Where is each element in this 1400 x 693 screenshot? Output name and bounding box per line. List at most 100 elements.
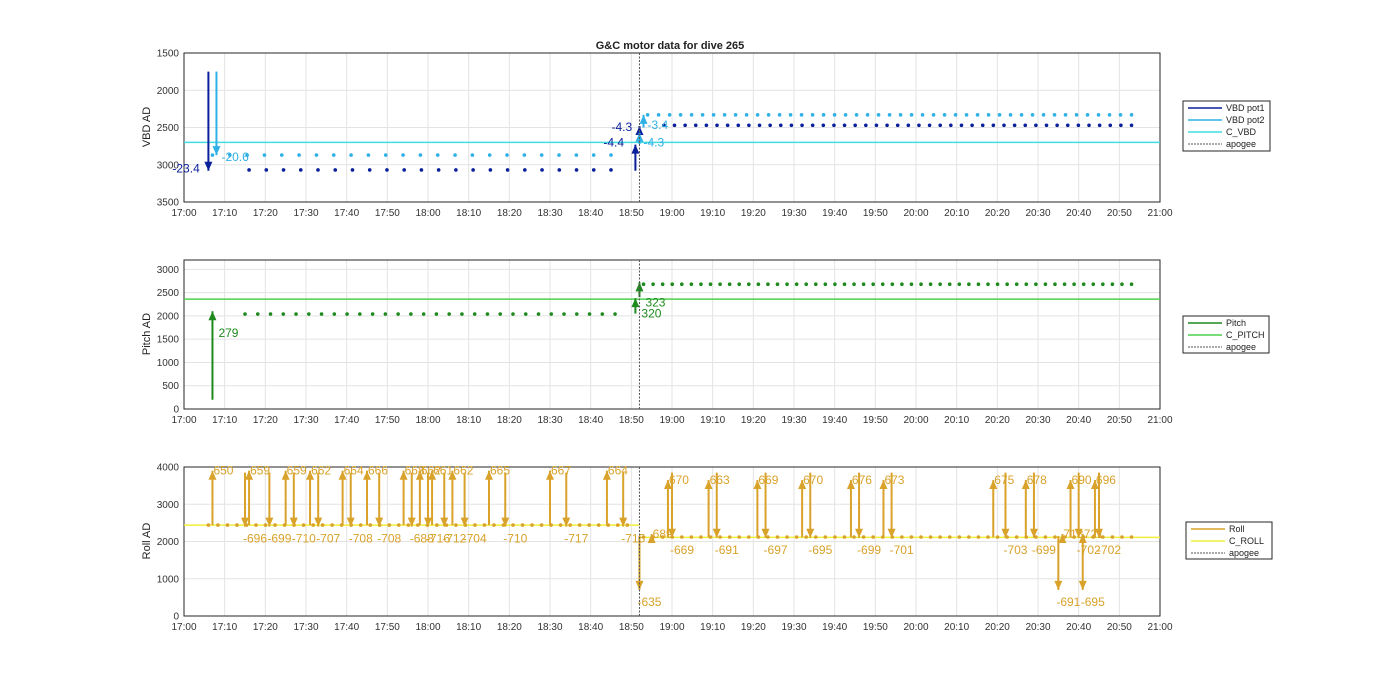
x-tick-label: 19:20 [741, 208, 766, 219]
roll-point [254, 523, 258, 527]
vbd-pot2-point [667, 113, 672, 117]
vbd-pot2-point [574, 153, 579, 157]
y-tick-label: 1000 [157, 574, 180, 585]
vbd-pot2-point [700, 113, 705, 117]
roll-arrow-up-head [1090, 480, 1099, 490]
roll-arrow-down-head [460, 517, 469, 527]
roll-up-label: 659 [250, 464, 270, 478]
roll-point [727, 535, 732, 539]
vbd-pot1-point [778, 123, 783, 128]
vbd-arrow-label: -4.3 [611, 120, 632, 134]
pitch-point [498, 312, 503, 316]
roll-arrow-up-head [485, 470, 493, 480]
pitch-point [880, 282, 885, 287]
x-tick-label: 19:40 [822, 622, 847, 633]
vbd-pot2-point [656, 113, 661, 117]
vbd-pot2-point [810, 113, 815, 117]
pitch-point [871, 282, 875, 287]
pitch-point [1129, 282, 1134, 287]
vbd-pot2-point [975, 113, 980, 117]
vbd-pot1-point [736, 123, 741, 128]
vbd-pot2-point [788, 113, 793, 117]
roll-up-label: 678 [1027, 473, 1047, 487]
vbd-pot2-point [505, 153, 509, 157]
pitch-point [651, 282, 655, 287]
vbd-pot1-point [350, 168, 355, 172]
pitch-point [938, 282, 942, 287]
vbd-pot2-point [755, 113, 760, 117]
vbd-pot1-point [959, 123, 964, 128]
vbd-pot1-point [1076, 123, 1081, 128]
roll-point [444, 523, 449, 527]
pitch-point [890, 282, 895, 287]
vbd-pot1-point [810, 123, 815, 128]
axes-frame [183, 259, 1161, 410]
roll-point [216, 523, 220, 527]
vbd-pot1-point [454, 168, 458, 172]
roll-arrow-up-head [306, 470, 315, 480]
x-tick-label: 19:20 [741, 415, 766, 426]
x-tick-label: 20:20 [985, 208, 1010, 219]
roll-arrow-up-head [798, 480, 807, 490]
roll-point [311, 523, 315, 527]
pitch-point [358, 312, 362, 316]
vbd-pot2-point [722, 113, 727, 117]
x-tick-label: 19:30 [781, 622, 806, 633]
x-tick-label: 19:00 [659, 415, 684, 426]
roll-point [1014, 535, 1019, 539]
pitch-point [1014, 282, 1019, 287]
roll-point [301, 523, 306, 527]
roll-down-label: -708 [377, 532, 401, 546]
roll-arrow-up-head [663, 480, 672, 490]
pitch-point [756, 282, 761, 287]
roll-point [368, 523, 373, 527]
roll-point [842, 535, 847, 539]
vbd-pot2-point [522, 153, 527, 157]
roll-up-label: 670 [669, 473, 689, 487]
roll-arrow-down-head [440, 517, 449, 527]
pitch-point [699, 282, 703, 287]
vbd-pot1-point [927, 123, 932, 128]
pitch-arrow-label: 323 [645, 295, 665, 309]
roll-arrow-down-head [562, 517, 571, 527]
roll-up-label: 690 [1072, 473, 1092, 487]
pitch-point [396, 312, 400, 316]
vbd-arrow-label: -4.3 [643, 136, 664, 150]
pitch-point [928, 282, 933, 287]
vbd-pot2-point [876, 113, 881, 117]
x-tick-label: 19:40 [822, 208, 847, 219]
pitch-point [794, 282, 799, 287]
x-tick-label: 20:30 [1025, 415, 1050, 426]
pitch-point [434, 312, 439, 316]
roll-arrow-up-head [415, 470, 424, 480]
roll-arrow-down-head [1074, 528, 1083, 538]
roll-point [995, 535, 1000, 539]
y-tick-label: 2000 [157, 537, 180, 548]
vbd-arrow-head [204, 161, 213, 171]
roll-arrow-down-head [1078, 580, 1087, 590]
legend-c-vbd: C_VBD [1226, 127, 1257, 137]
roll-point [909, 535, 914, 539]
roll-arrow-down-head [375, 517, 384, 527]
roll-point [520, 523, 525, 527]
vbd-pot2-point [887, 113, 892, 117]
vbd-pot2-point [487, 153, 492, 157]
x-tick-label: 18:50 [619, 208, 644, 219]
roll-point [823, 535, 828, 539]
roll-arrow-down-head [241, 517, 249, 527]
x-tick-label: 20:20 [985, 415, 1010, 426]
roll-point [813, 535, 818, 539]
roll-point [225, 523, 230, 527]
vbd-pot1-point [609, 168, 613, 172]
x-tick-label: 19:50 [863, 208, 888, 219]
x-tick-label: 17:00 [171, 622, 196, 633]
vbd-pot1-point [980, 123, 985, 128]
vbd-pot1-point [402, 168, 406, 172]
vbd-arrow-label: -23.4 [172, 162, 200, 176]
roll-point [539, 523, 544, 527]
roll-up-label: 664 [608, 464, 628, 478]
pitch-point [447, 312, 451, 316]
pitch-point [523, 312, 528, 316]
x-tick-label: 19:00 [659, 622, 684, 633]
vbd-pot1-point [385, 168, 389, 172]
